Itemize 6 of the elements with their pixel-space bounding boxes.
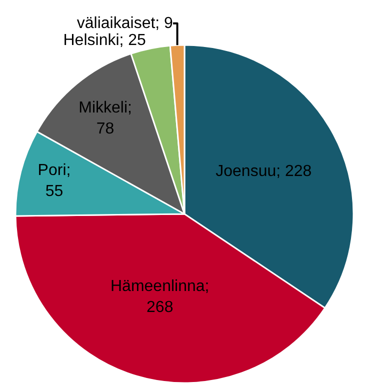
data-label: Hämeenlinna; 268 — [110, 278, 210, 316]
data-label: Helsinki; 25 — [63, 32, 146, 49]
data-label: Mikkeli; 78 — [78, 99, 132, 138]
data-label: väliaikaiset; 9 — [76, 14, 174, 32]
data-label: Joensuu; 228 — [216, 163, 312, 180]
data-label: Pori; 55 — [38, 162, 71, 200]
